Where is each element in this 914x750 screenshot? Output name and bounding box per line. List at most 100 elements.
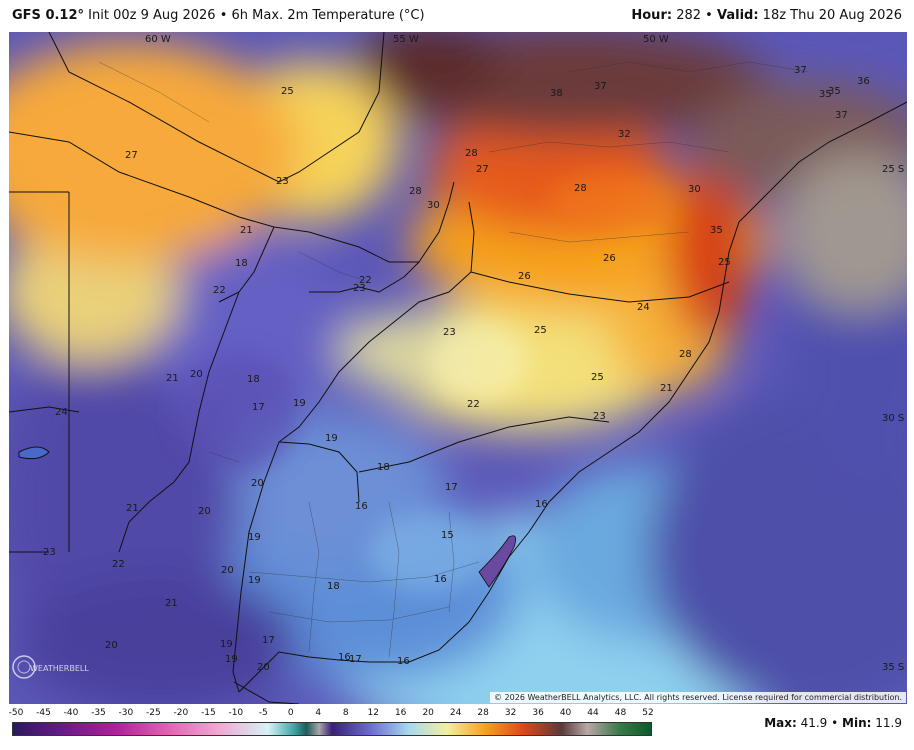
temp-label: 24 xyxy=(637,302,650,313)
legend-tick: 8 xyxy=(342,708,349,718)
map-title: GFS 0.12° Init 00z 9 Aug 2026 • 6h Max. … xyxy=(12,8,425,23)
color-scale-bar xyxy=(12,722,652,736)
legend-tick: 32 xyxy=(504,708,517,718)
temp-label: 18 xyxy=(235,258,248,269)
legend-tick: -25 xyxy=(146,708,161,718)
legend-tick: 24 xyxy=(449,708,462,718)
temp-label: 37 xyxy=(835,110,848,121)
temp-label: 25 xyxy=(718,257,731,268)
temp-label: 38 xyxy=(550,88,563,99)
legend-tick: -20 xyxy=(173,708,189,718)
temp-label: 21 xyxy=(166,373,179,384)
temp-label: 16 xyxy=(397,656,410,667)
hour-value: 282 xyxy=(676,8,702,23)
temp-label: 19 xyxy=(248,575,261,586)
temp-label: 36 xyxy=(857,76,870,87)
legend-tick: -40 xyxy=(63,708,79,718)
temp-label: 21 xyxy=(240,225,253,236)
temp-label: 26 xyxy=(603,253,616,264)
weatherbell-logo: WEATHERBELL xyxy=(10,652,90,682)
max-value: 41.9 xyxy=(800,716,828,730)
temp-label: 23 xyxy=(443,327,456,338)
separator-dot: • xyxy=(705,8,713,23)
temp-label: 27 xyxy=(476,164,489,175)
valid-value: 18z Thu 20 Aug 2026 xyxy=(762,8,902,23)
temp-label: 27 xyxy=(125,150,138,161)
temp-label: 25 xyxy=(281,86,294,97)
legend-ticks: -50 -45 -40 -35 -30 -25 -20 -15 -10 -5 0 4 8 12 16 20 24… xyxy=(9,708,654,720)
legend-tick: -45 xyxy=(36,708,51,718)
state-borders xyxy=(98,61,810,658)
temp-label: 32 xyxy=(618,129,631,140)
legend-tick: 40 xyxy=(559,708,572,718)
temperature-map: 60 W 55 W 50 W 25 S 30 S 35 S 25 27 23 2… xyxy=(9,32,907,704)
temp-label: 19 xyxy=(225,654,238,665)
hour-label: Hour: xyxy=(631,8,673,23)
legend-tick: -30 xyxy=(118,708,134,718)
product-name: 6h Max. 2m Temperature (°C) xyxy=(231,8,425,23)
separator-dot: • xyxy=(831,716,839,730)
temp-label: 22 xyxy=(359,275,372,286)
country-borders xyxy=(9,32,907,704)
temp-label: 35 xyxy=(819,89,832,100)
lagoon xyxy=(478,535,517,588)
legend-tick: 44 xyxy=(587,708,599,718)
temp-label: 20 xyxy=(198,506,211,517)
legend-tick: 48 xyxy=(614,708,627,718)
temp-label: 23 xyxy=(276,176,289,187)
temp-label: 20 xyxy=(251,478,264,489)
map-canvas: 60 W 55 W 50 W 25 S 30 S 35 S 25 27 23 2… xyxy=(9,32,907,704)
temp-label: 17 xyxy=(349,654,362,665)
init-time: Init 00z 9 Aug 2026 xyxy=(88,8,216,23)
valid-label: Valid: xyxy=(716,8,759,23)
separator-dot: • xyxy=(219,8,228,23)
temp-label: 19 xyxy=(325,433,338,444)
legend-tick: 28 xyxy=(477,708,489,718)
max-min-stats: Max: 41.9 • Min: 11.9 xyxy=(764,716,902,730)
temp-label: 17 xyxy=(445,482,458,493)
legend-tick: 0 xyxy=(287,708,294,718)
temp-label: 22 xyxy=(467,399,480,410)
temp-label: 28 xyxy=(409,186,422,197)
temp-label: 35 xyxy=(828,86,841,97)
temp-label: 23 xyxy=(43,547,56,558)
temp-label: 28 xyxy=(465,148,478,159)
temp-label: 19 xyxy=(220,639,233,650)
temp-label: 23 xyxy=(593,411,606,422)
temp-label: 35 xyxy=(710,225,723,236)
temp-label: 15 xyxy=(441,530,454,541)
temp-label: 37 xyxy=(794,65,807,76)
min-value: 11.9 xyxy=(875,716,902,730)
lon-label: 50 W xyxy=(643,34,669,45)
temp-label: 16 xyxy=(535,499,548,510)
temp-label: 16 xyxy=(434,574,447,585)
temp-label: 18 xyxy=(247,374,260,385)
temperature-labels: 25 27 23 21 18 22 28 30 28 27 38 37 37 3… xyxy=(43,65,870,673)
temp-label: 19 xyxy=(293,398,306,409)
color-scale-legend: -50 -45 -40 -35 -30 -25 -20 -15 -10 -5 0 4 8 12 16 20 24… xyxy=(9,708,654,738)
lat-label: 35 S xyxy=(882,662,904,673)
legend-tick: 20 xyxy=(422,708,434,718)
temp-label: 21 xyxy=(660,383,673,394)
temp-label: 24 xyxy=(55,407,68,418)
temp-label: 20 xyxy=(190,369,203,380)
legend-tick: 4 xyxy=(315,708,322,718)
legend-tick: 16 xyxy=(394,708,407,718)
legend-tick: -15 xyxy=(200,708,216,718)
temp-label: 20 xyxy=(257,662,270,673)
temp-label: 20 xyxy=(221,565,234,576)
valid-time: Hour: 282 • Valid: 18z Thu 20 Aug 2026 xyxy=(631,8,902,23)
temp-label: 22 xyxy=(112,559,125,570)
temp-label: 16 xyxy=(355,501,368,512)
temp-label: 16 xyxy=(338,652,351,663)
temp-label: 28 xyxy=(679,349,692,360)
temp-label: 23 xyxy=(353,283,366,294)
map-header: GFS 0.12° Init 00z 9 Aug 2026 • 6h Max. … xyxy=(0,0,914,32)
temp-label: 30 xyxy=(688,184,701,195)
copyright-notice: © 2026 WeatherBELL Analytics, LLC. All r… xyxy=(490,692,906,703)
temp-label: 21 xyxy=(165,598,178,609)
temp-label: 25 xyxy=(534,325,547,336)
temp-label: 18 xyxy=(327,581,340,592)
temp-label: 17 xyxy=(252,402,265,413)
temp-label: 20 xyxy=(105,640,118,651)
